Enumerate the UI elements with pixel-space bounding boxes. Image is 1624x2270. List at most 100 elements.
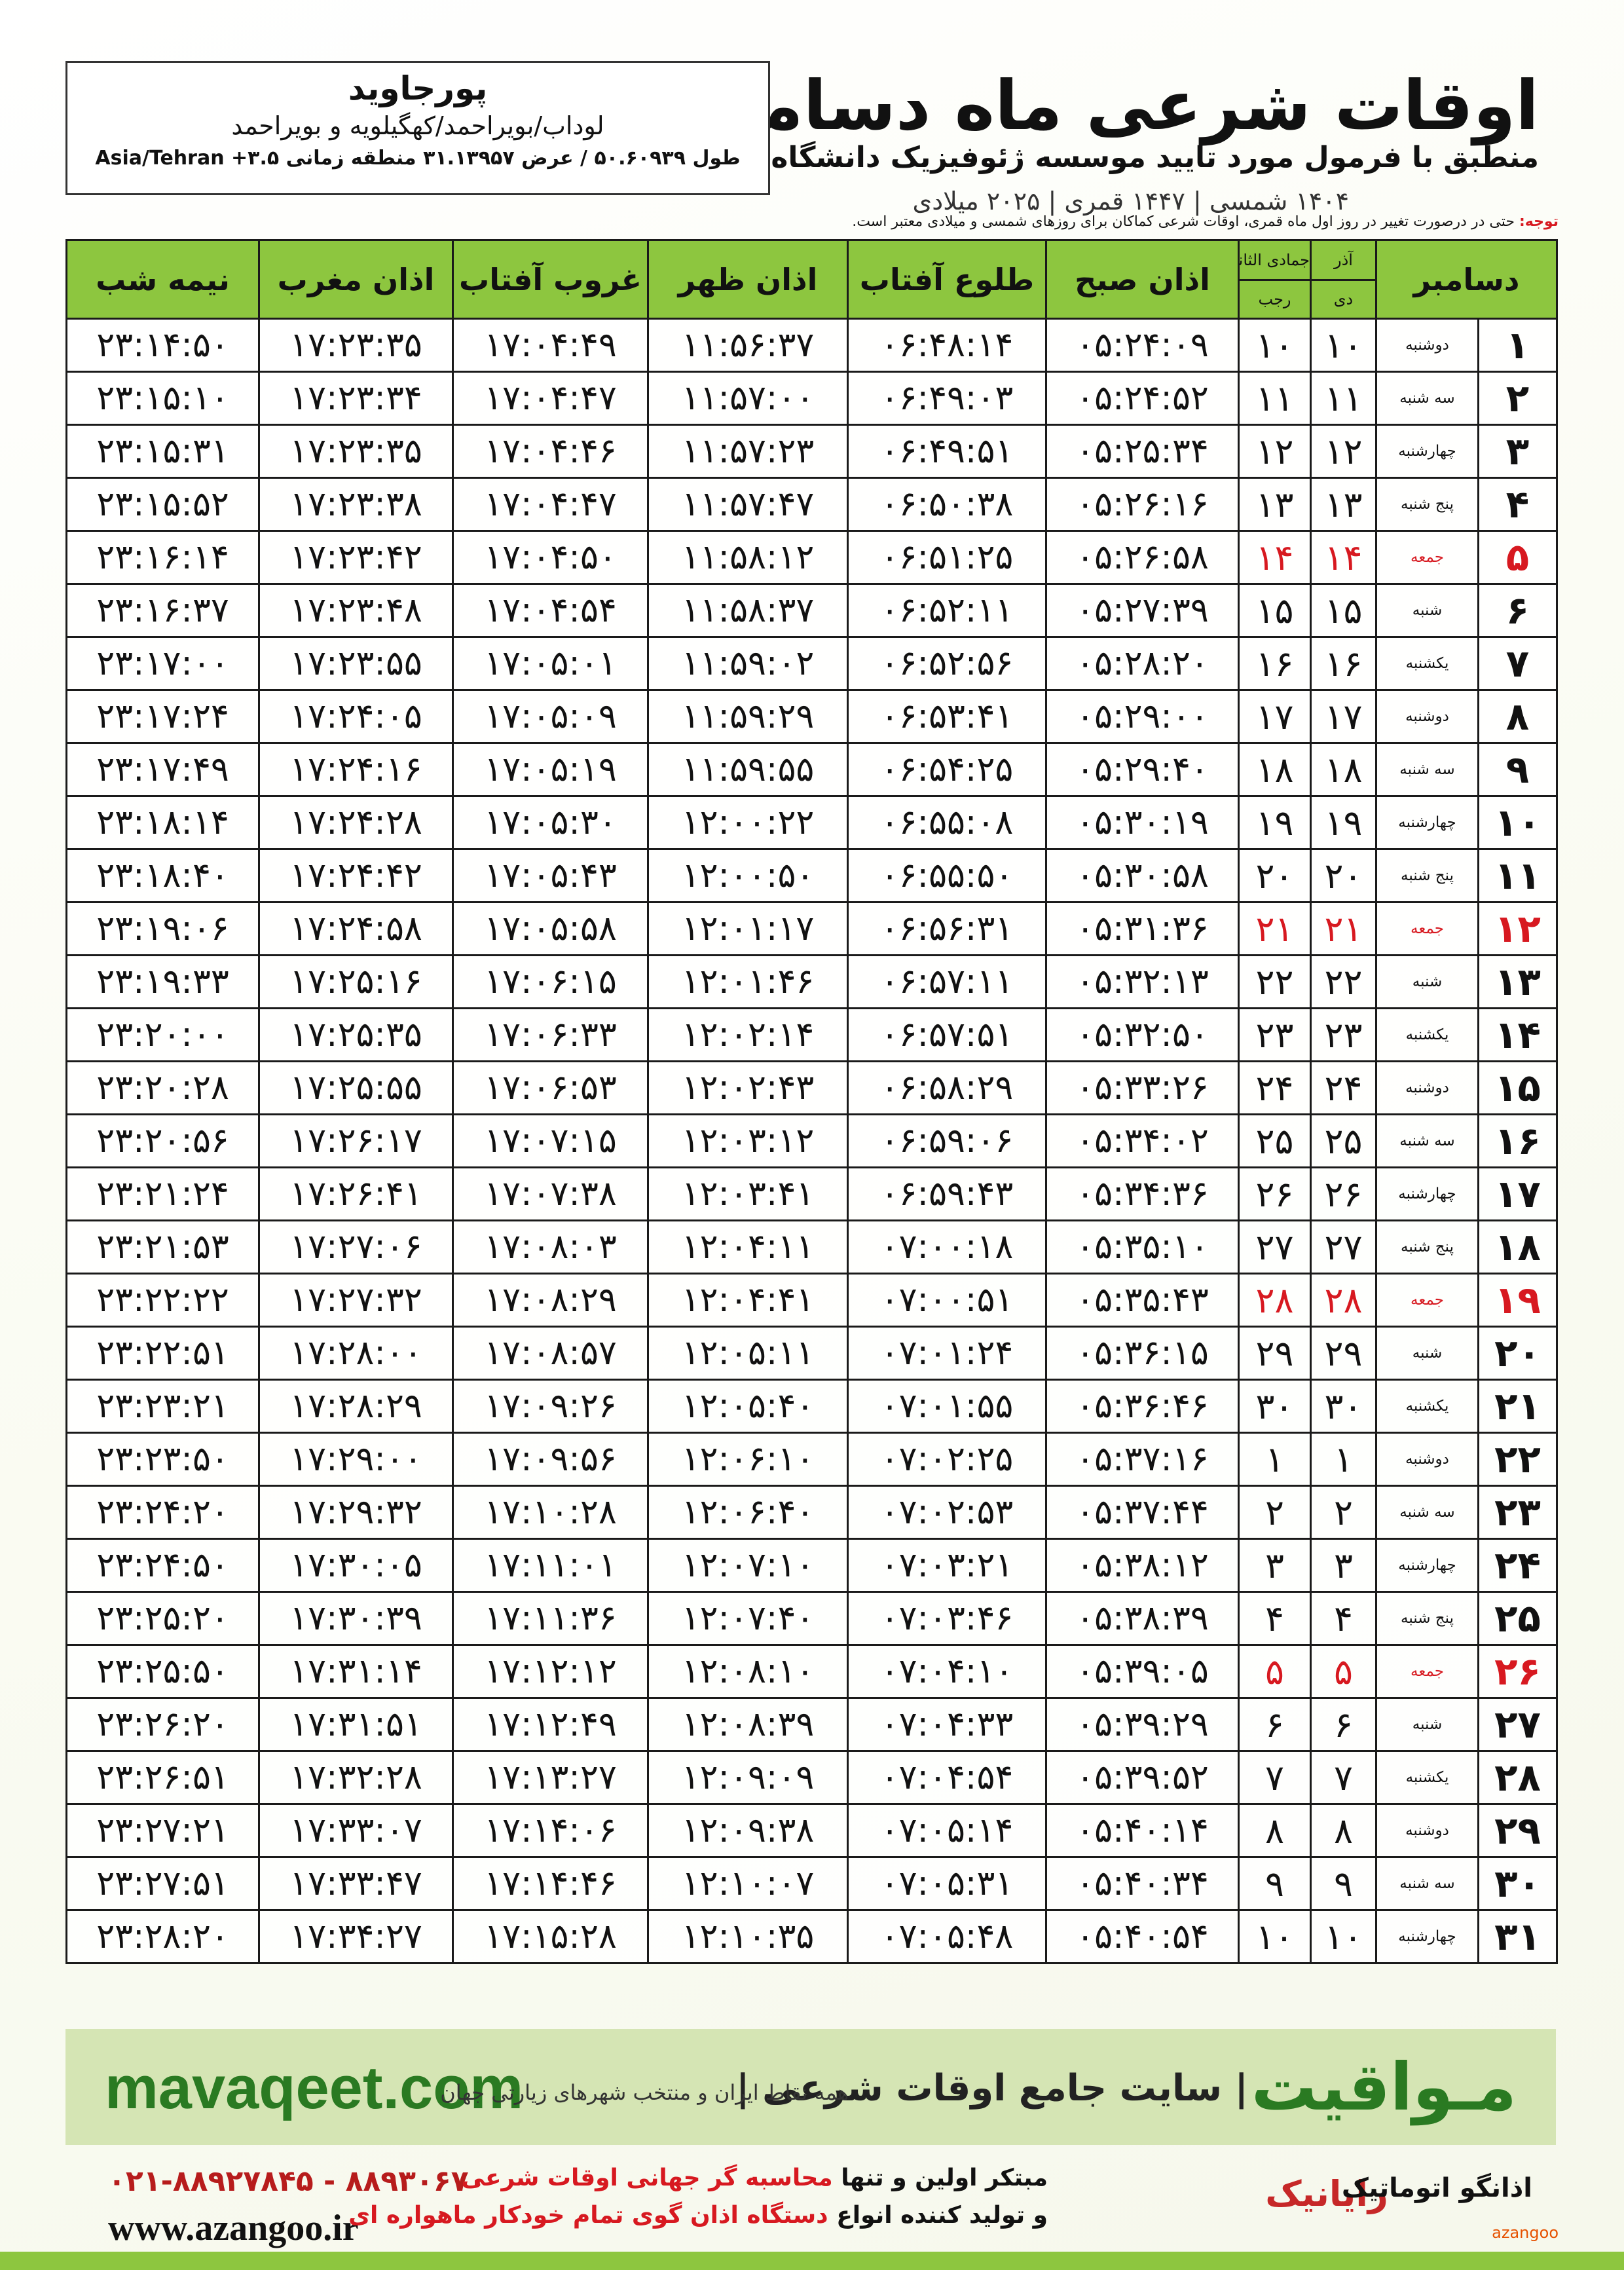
table-row: ۷ یکشنبه ۱۶ ۱۶ ۰۵:۲۸:۲۰ ۰۶:۵۲:۵۶ ۱۱:۵۹:۰۲ ۱۷:۰۵… [65,636,1558,691]
table-cell: ۰۷:۰۳:۴۶ [847,1591,1047,1646]
table-cell: ۲۳:۱۴:۵۰ [65,318,260,373]
table-cell: ۱۲:۰۵:۱۱ [647,1326,849,1381]
table-cell: ۰۵:۳۹:۵۲ [1045,1750,1240,1805]
table-cell: ۱۷:۰۸:۰۳ [452,1219,649,1275]
table-cell: ۱۷:۲۴:۴۲ [258,848,454,903]
table-cell: ۱۲:۰۲:۴۳ [647,1060,849,1115]
table-cell: ۱۷:۳۰:۰۵ [258,1538,454,1593]
table-cell: ۲۳:۲۵:۵۰ [65,1644,260,1699]
table-cell: جمعه [1375,530,1479,585]
table-cell: ۱۰ [1238,1909,1312,1964]
table-cell: ۳۱ [1477,1909,1558,1964]
table-cell: ۷ [1238,1750,1312,1805]
table-cell: ۰۵:۳۴:۳۶ [1045,1166,1240,1221]
table-cell: ۹ [1310,1856,1377,1911]
table-cell: ۱۷ [1238,689,1312,744]
header-cell: جمادی الثانی [1238,239,1312,281]
table-cell: ۷ [1477,636,1558,691]
table-cell: ۰۵:۲۴:۰۹ [1045,318,1240,373]
table-cell: ۱۷:۲۷:۳۲ [258,1273,454,1328]
table-cell: ۲۳:۱۷:۴۹ [65,742,260,797]
table-cell: ۱۷:۰۷:۱۵ [452,1113,649,1168]
table-cell: ۱۷ [1477,1166,1558,1221]
table-row: ۲۴ چهارشنبه ۳ ۳ ۰۵:۳۸:۱۲ ۰۷:۰۳:۲۱ ۱۲:۰۷:۱۰ ۱۷:۱… [65,1538,1558,1593]
table-cell: ۰۶:۵۱:۲۵ [847,530,1047,585]
table-cell: سه شنبه [1375,1856,1479,1911]
table-cell: ۱۷:۲۴:۱۶ [258,742,454,797]
table-cell: ۱۱:۵۷:۲۳ [647,424,849,479]
table-cell: ۲۳:۲۵:۲۰ [65,1591,260,1646]
table-cell: ۰۷:۰۱:۵۵ [847,1379,1047,1434]
table-cell: ۰۵:۲۹:۰۰ [1045,689,1240,744]
table-cell: ۱۷:۳۰:۳۹ [258,1591,454,1646]
table-cell: ۰۶:۵۲:۵۶ [847,636,1047,691]
table-cell: ۱۲:۰۶:۴۰ [647,1485,849,1540]
table-cell: ۱۷:۰۴:۵۴ [452,583,649,638]
table-cell: ۰۷:۰۲:۵۳ [847,1485,1047,1540]
table-row: ۴ پنج شنبه ۱۳ ۱۳ ۰۵:۲۶:۱۶ ۰۶:۵۰:۳۸ ۱۱:۵۷:۴۷ ۱۷:… [65,477,1558,532]
table-row: ۸ دوشنبه ۱۷ ۱۷ ۰۵:۲۹:۰۰ ۰۶:۵۳:۴۱ ۱۱:۵۹:۲۹ ۱۷:۰۵… [65,689,1558,744]
table-cell: ۱۷:۳۴:۲۷ [258,1909,454,1964]
table-cell: ۱۱:۵۷:۴۷ [647,477,849,532]
table-cell: ۰۵:۳۸:۳۹ [1045,1591,1240,1646]
table-cell: ۱۶ [1310,636,1377,691]
table-cell: ۱۷:۰۵:۴۳ [452,848,649,903]
table-cell: سه شنبه [1375,1485,1479,1540]
table-cell: ۱۲:۱۰:۰۷ [647,1856,849,1911]
promo-text: و تولید کننده انواع [836,2202,1048,2229]
table-cell: چهارشنبه [1375,1909,1479,1964]
table-cell: ۱۷:۲۵:۵۵ [258,1060,454,1115]
table-cell: ۱۴ [1238,530,1312,585]
tagline: همه نقاط ایران و منتخب شهرهای زیارتی جها… [440,2080,849,2105]
table-cell: ۱۷:۰۹:۵۶ [452,1432,649,1487]
table-cell: ۰۶:۵۷:۱۱ [847,954,1047,1009]
table-cell: ۶ [1238,1697,1312,1752]
table-cell: پنج شنبه [1375,477,1479,532]
title: اوقات شرعی ماه دسامبر [691,65,1539,145]
table-cell: ۰۵:۴۰:۱۴ [1045,1803,1240,1858]
table-cell: سه شنبه [1375,1113,1479,1168]
table-cell: ۰۵:۳۴:۰۲ [1045,1113,1240,1168]
table-cell: ۴ [1477,477,1558,532]
table-cell: ۰۶:۴۹:۵۱ [847,424,1047,479]
table-cell: ۱۷:۰۵:۳۰ [452,795,649,850]
table-cell: ۰۷:۰۵:۳۱ [847,1856,1047,1911]
table-cell: ۰۵:۳۳:۲۶ [1045,1060,1240,1115]
table-cell: ۲ [1477,371,1558,426]
table-cell: ۲۱ [1477,1379,1558,1434]
table-cell: ۱۲:۰۵:۴۰ [647,1379,849,1434]
table-cell: ۱۲:۰۷:۱۰ [647,1538,849,1593]
table-cell: ۱۷:۲۹:۳۲ [258,1485,454,1540]
table-row: ۲۶ جمعه ۵ ۵ ۰۵:۳۹:۰۵ ۰۷:۰۴:۱۰ ۱۲:۰۸:۱۰ ۱۷:۱۲:۱۲… [65,1644,1558,1699]
table-cell: ۰۵:۳۵:۴۳ [1045,1273,1240,1328]
table-cell: ۳ [1238,1538,1312,1593]
table-cell: ۱۷:۰۵:۰۱ [452,636,649,691]
footer-band: mavaqeet.com مـواقیت | سایت جامع اوقات ش… [65,2029,1556,2145]
table-cell: ۱۹ [1310,795,1377,850]
table-cell: ۱۲:۰۰:۲۲ [647,795,849,850]
table-cell: ۱۲:۰۸:۱۰ [647,1644,849,1699]
table-cell: ۱۰ [1477,795,1558,850]
table-cell: ۰۷:۰۱:۲۴ [847,1326,1047,1381]
table-cell: ۳ [1477,424,1558,479]
table-cell: ۰۶:۵۵:۵۰ [847,848,1047,903]
table-cell: ۰۵:۳۶:۴۶ [1045,1379,1240,1434]
table-cell: ۳ [1310,1538,1377,1593]
table-cell: ۲۰ [1310,848,1377,903]
table-cell: ۱۲:۰۴:۱۱ [647,1219,849,1275]
table-cell: ۱۲:۰۳:۴۱ [647,1166,849,1221]
table-cell: ۵ [1310,1644,1377,1699]
table-cell: ۲۳:۱۹:۳۳ [65,954,260,1009]
table-cell: ۰۶:۵۹:۰۶ [847,1113,1047,1168]
table-cell: ۱۰ [1310,1909,1377,1964]
table-cell: ۱۷:۳۱:۱۴ [258,1644,454,1699]
promo-highlight: دستگاه اذان گوی تمام خودکار ماهواره ای [348,2202,828,2229]
table-cell: ۱۷:۰۸:۲۹ [452,1273,649,1328]
table-cell: ۲۳:۱۸:۱۴ [65,795,260,850]
table-cell: ۰۷:۰۰:۵۱ [847,1273,1047,1328]
table-cell: ۹ [1238,1856,1312,1911]
table-cell: دوشنبه [1375,689,1479,744]
table-cell: ۱۷:۲۸:۲۹ [258,1379,454,1434]
table-cell: ۱۱:۵۷:۰۰ [647,371,849,426]
